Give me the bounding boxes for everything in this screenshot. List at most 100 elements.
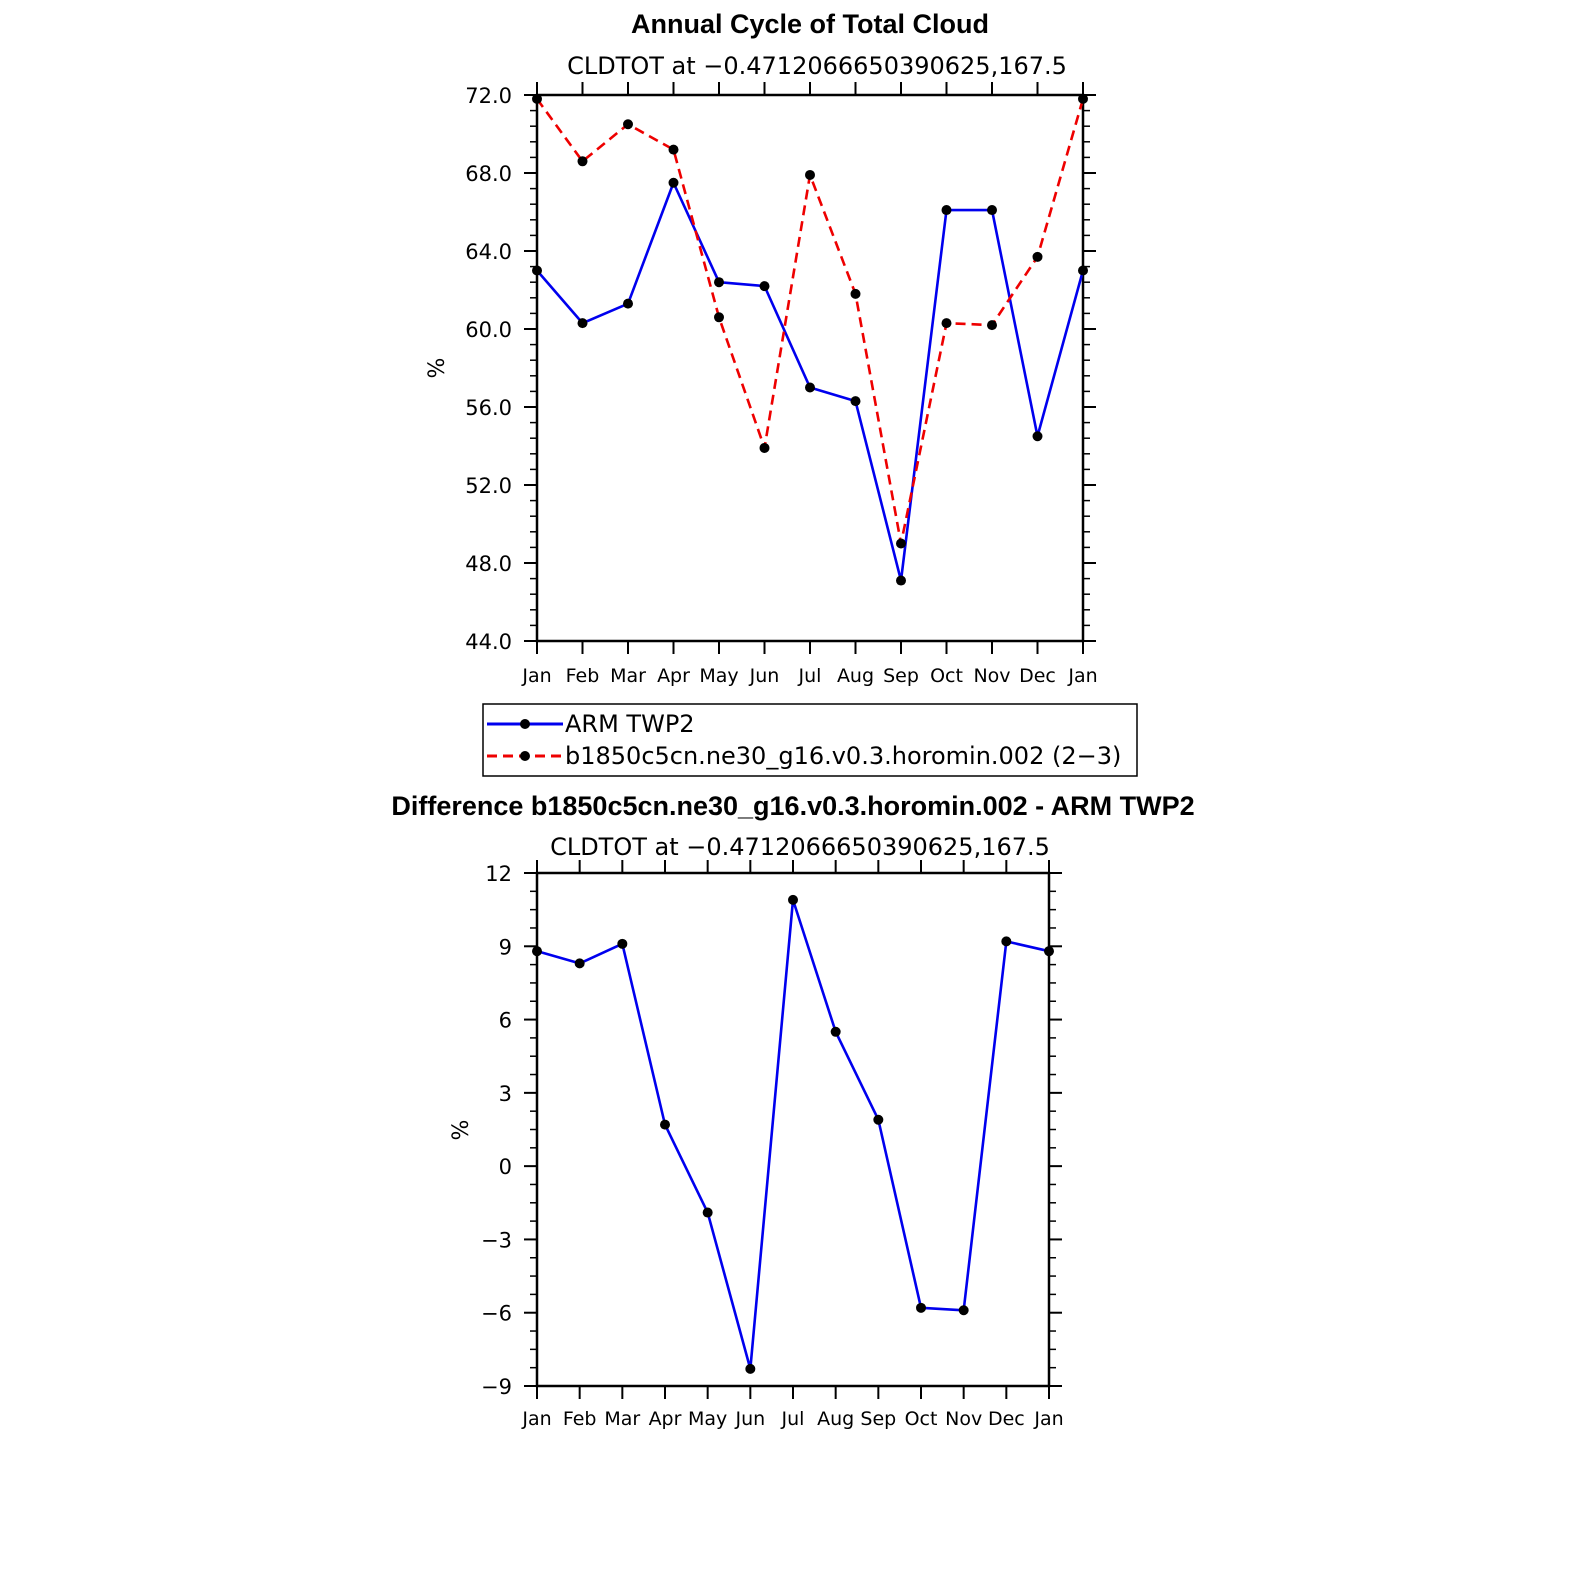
data-point	[532, 946, 542, 957]
legend-marker-model	[520, 751, 530, 761]
data-point	[1032, 431, 1043, 442]
data-point	[941, 205, 952, 216]
data-point	[850, 288, 861, 299]
y-axis-label: %	[425, 358, 450, 379]
data-point	[873, 1114, 884, 1125]
x-tick-label: Nov	[973, 665, 1010, 687]
y-tick-label: 72.0	[465, 84, 512, 108]
data-point	[668, 177, 679, 188]
x-tick-label: Aug	[837, 665, 874, 687]
y-tick-label: 0	[499, 1155, 512, 1179]
data-point	[805, 382, 815, 393]
data-point	[987, 320, 997, 331]
y-tick-label: 6	[499, 1009, 512, 1033]
legend-label-model: b1850c5cn.ne30_g16.v0.3.horomin.002 (2−3…	[565, 742, 1121, 770]
y-tick-label: −9	[481, 1375, 512, 1399]
legend-marker-arm	[520, 719, 530, 729]
x-tick-label: Sep	[883, 665, 919, 687]
x-tick-label: Feb	[566, 665, 600, 687]
data-point	[896, 538, 906, 549]
data-point	[1032, 251, 1043, 262]
data-point	[1001, 936, 1012, 947]
x-tick-label: Jul	[781, 1408, 805, 1430]
x-tick-label: Mar	[610, 665, 646, 687]
series-line-0	[536, 181, 1085, 582]
data-point	[702, 1207, 713, 1218]
data-point	[987, 205, 997, 216]
x-tick-label: Dec	[988, 1408, 1025, 1430]
data-point	[759, 442, 770, 453]
y-tick-label: 68.0	[465, 162, 512, 186]
chart-title: Annual Cycle of Total Cloud	[631, 9, 989, 39]
data-point	[759, 281, 770, 292]
data-point	[941, 318, 952, 329]
y-axis-label: %	[449, 1120, 474, 1141]
data-point	[1078, 265, 1088, 276]
series-line-1	[535, 98, 1085, 545]
series-layer	[532, 894, 1054, 1374]
x-tick-label: Nov	[945, 1408, 982, 1430]
data-point	[805, 169, 815, 180]
series-line-0	[536, 898, 1050, 1371]
x-tick-label: Jun	[749, 665, 780, 687]
x-tick-label: Jan	[521, 1408, 551, 1430]
x-tick-label: Jul	[798, 665, 822, 687]
y-tick-label: 3	[499, 1082, 512, 1106]
data-point	[532, 265, 542, 276]
legend: ARM TWP2 b1850c5cn.ne30_g16.v0.3.horomin…	[482, 703, 1138, 777]
series-layer	[532, 93, 1088, 586]
data-point	[574, 958, 585, 969]
chart-subtitle: CLDTOT at −0.4712066650390625,167.5	[550, 833, 1050, 861]
x-tick-label: Jan	[1067, 665, 1097, 687]
data-point	[623, 298, 633, 309]
data-point	[577, 156, 588, 167]
data-point	[714, 277, 724, 288]
legend-label-arm: ARM TWP2	[565, 710, 695, 738]
annual-cycle-chart: Annual Cycle of Total Cloud CLDTOT at −0…	[425, 9, 1138, 777]
data-point	[745, 1363, 756, 1374]
y-tick-label: 52.0	[465, 474, 512, 498]
legend-entry-model: b1850c5cn.ne30_g16.v0.3.horomin.002 (2−3…	[487, 742, 1121, 770]
data-point	[668, 144, 679, 155]
data-point	[958, 1305, 969, 1316]
legend-box	[482, 703, 1138, 777]
data-point	[1044, 946, 1054, 957]
legend-entry-arm: ARM TWP2	[487, 710, 695, 738]
y-tick-label: 60.0	[465, 318, 512, 342]
data-point	[830, 1026, 841, 1037]
x-tick-label: Apr	[657, 665, 690, 687]
plot-frame	[535, 871, 1051, 1388]
y-tick-label: −6	[481, 1302, 512, 1326]
y-tick-label: 12	[485, 862, 512, 886]
axes: −9 −6 −3 0 3 6 9 12 Jan Feb Mar Apr May Jun Jul Aug Sep O…	[481, 860, 1064, 1430]
x-tick-label: Sep	[860, 1408, 896, 1430]
x-tick-label: Jan	[1033, 1408, 1063, 1430]
y-tick-label: −3	[481, 1228, 512, 1252]
data-point	[660, 1119, 670, 1130]
axes: 44.0 48.0 52.0 56.0 60.0 64.0 68.0 72.0 Jan Feb Ma…	[465, 82, 1098, 687]
difference-chart: Difference b1850c5cn.ne30_g16.v0.3.horom…	[391, 791, 1194, 1430]
x-tick-label: Dec	[1019, 665, 1056, 687]
x-tick-label: Jun	[734, 1408, 765, 1430]
data-point	[788, 894, 798, 905]
data-point	[1078, 93, 1088, 104]
y-tick-label: 64.0	[465, 240, 512, 264]
chart-subtitle: CLDTOT at −0.4712066650390625,167.5	[567, 52, 1067, 80]
x-tick-label: Oct	[930, 665, 963, 687]
y-tick-label: 56.0	[465, 396, 512, 420]
x-tick-label: Apr	[649, 1408, 682, 1430]
data-point	[896, 575, 906, 586]
data-point	[577, 318, 588, 329]
data-point	[532, 93, 542, 104]
data-point	[714, 312, 724, 323]
data-point	[850, 396, 861, 407]
x-tick-label: Feb	[563, 1408, 597, 1430]
x-tick-label: Mar	[604, 1408, 640, 1430]
y-tick-label: 48.0	[465, 552, 512, 576]
chart-title: Difference b1850c5cn.ne30_g16.v0.3.horom…	[391, 791, 1194, 821]
x-tick-label: Aug	[817, 1408, 854, 1430]
data-point	[916, 1302, 926, 1313]
data-point	[623, 119, 633, 130]
x-tick-label: May	[688, 1408, 727, 1430]
x-tick-label: Oct	[905, 1408, 938, 1430]
